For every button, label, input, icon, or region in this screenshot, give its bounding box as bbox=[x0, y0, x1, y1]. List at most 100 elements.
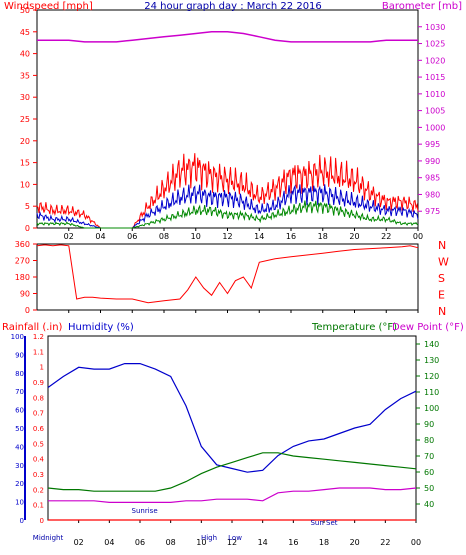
panel3-annotation: Sunrise bbox=[132, 507, 158, 515]
panel3-ytick-hum-label: 90 bbox=[15, 351, 24, 359]
panel3-ytick-hum-label: 60 bbox=[15, 407, 24, 415]
panel3-ylabel-temp: Temperature (°F) bbox=[311, 322, 397, 333]
humidity-temp-panel: 0 0.1 0.2 0.3 0.4 0.5 0.6 0.7 0.8 0.9 1 1.1 1.2 0 10 20… bbox=[11, 333, 440, 547]
panel1-ytick-right-label: 980 bbox=[425, 190, 440, 199]
panel1-ytick-left-label: 15 bbox=[20, 159, 30, 168]
panel3-annotation: Low bbox=[228, 534, 242, 542]
panel2-direction-label: W bbox=[438, 256, 449, 269]
panel1-xtick-label: 02 bbox=[64, 232, 74, 241]
panel3-ytick-rain-label: 0.3 bbox=[33, 471, 44, 479]
panel1-ytick-right-label: 1020 bbox=[425, 56, 445, 65]
panel3-xtick-label: 00 bbox=[411, 538, 421, 547]
panel3-xtick-label: 04 bbox=[104, 538, 114, 547]
panel3-ytick-hum-label: 70 bbox=[15, 388, 24, 396]
panel1-xtick-label: 00 bbox=[413, 232, 423, 241]
panel3-ylabel-dew: Dew Point (°F) bbox=[392, 322, 464, 333]
panel3-ytick-rain-label: 0.1 bbox=[33, 502, 44, 510]
chart-title: 24 hour graph day : March 22 2016 bbox=[144, 1, 322, 12]
panel1-ytick-left-label: 5 bbox=[25, 202, 30, 211]
panel3-series-line bbox=[47, 363, 417, 473]
panel3-ylabel-rain: Rainfall (.in) bbox=[2, 322, 63, 333]
panel2-frame bbox=[36, 243, 419, 311]
panel3-ytick-hum-label: 10 bbox=[15, 499, 24, 507]
panel1-ytick-right-label: 1005 bbox=[425, 107, 445, 116]
panel1-series-line bbox=[36, 200, 419, 229]
panel2-ytick-label: 360 bbox=[15, 240, 30, 249]
panel3-series-line bbox=[48, 487, 417, 503]
panel3-ytick-rain-label: 0.2 bbox=[33, 486, 44, 494]
panel2-direction-label: S bbox=[438, 272, 445, 285]
panel3-ytick-hum-label: 40 bbox=[15, 443, 24, 451]
panel1-xtick-label: 12 bbox=[222, 232, 232, 241]
panel2-ytick-label: 0 bbox=[25, 306, 30, 315]
panel1-ytick-left-label: 25 bbox=[20, 115, 30, 124]
panel1-ytick-right-label: 1015 bbox=[425, 73, 445, 82]
panel3-xtick-label: 08 bbox=[166, 538, 176, 547]
panel3-annotation: High bbox=[201, 534, 217, 542]
panel1-ytick-left-label: 45 bbox=[20, 28, 30, 37]
panel1-ytick-left-label: 0 bbox=[25, 224, 30, 233]
panel2-ytick-label: 90 bbox=[20, 290, 30, 299]
panel1-ytick-left-label: 30 bbox=[20, 93, 30, 102]
panel3-ytick-rain-label: 0 bbox=[40, 517, 44, 525]
panel3-ytick-hum-label: 100 bbox=[11, 333, 24, 341]
panel3-ytick-temp-label: 100 bbox=[424, 404, 439, 413]
panel1-ytick-left-label: 35 bbox=[20, 71, 30, 80]
panel1-xtick-label: 14 bbox=[254, 232, 264, 241]
panel1-xtick-label: 04 bbox=[95, 232, 105, 241]
panel3-xtick-label: 18 bbox=[319, 538, 329, 547]
panel1-ytick-right-label: 995 bbox=[425, 140, 440, 149]
panel1-ytick-right-label: 1000 bbox=[425, 123, 445, 132]
panel3-ytick-rain-label: 1.1 bbox=[33, 348, 44, 356]
panel1-xtick-label: 06 bbox=[127, 232, 137, 241]
panel3-ytick-hum-label: 50 bbox=[15, 425, 24, 433]
panel3-ytick-hum-label: 80 bbox=[15, 370, 24, 378]
panel2-direction-label: E bbox=[438, 289, 445, 302]
wind-baro-panel: 0510152025303540455097598098599099510001… bbox=[20, 6, 446, 241]
panel3-ytick-temp-label: 80 bbox=[424, 436, 434, 445]
panel3-ytick-rain-label: 0.4 bbox=[33, 456, 45, 464]
panel3-ytick-hum-label: 20 bbox=[15, 480, 24, 488]
panel3-annotation: Midnight bbox=[33, 534, 64, 542]
panel3-xtick-label: 22 bbox=[380, 538, 390, 547]
panel3-ytick-temp-label: 140 bbox=[424, 340, 439, 349]
panel3-ytick-temp-label: 50 bbox=[424, 484, 434, 493]
panel1-ytick-left-label: 10 bbox=[20, 180, 30, 189]
panel3-ytick-temp-label: 40 bbox=[424, 500, 434, 509]
panel3-ylabel-hum: Humidity (%) bbox=[68, 322, 134, 333]
panel3-xtick-label: 10 bbox=[196, 538, 206, 547]
panel1-xtick-label: 08 bbox=[159, 232, 169, 241]
panel3-ytick-temp-label: 60 bbox=[424, 468, 434, 477]
panel3-ytick-temp-label: 90 bbox=[424, 420, 434, 429]
panel3-xtick-label: 02 bbox=[74, 538, 84, 547]
panel1-ytick-left-label: 50 bbox=[20, 6, 30, 15]
panel3-xtick-label: 14 bbox=[258, 538, 268, 547]
panel3-frame bbox=[47, 335, 417, 521]
panel3-ytick-rain-label: 1 bbox=[40, 364, 44, 372]
panel1-ylabel-left: Windspeed [mph] bbox=[4, 1, 93, 12]
panel1-xtick-label: 20 bbox=[349, 232, 359, 241]
panel3-ytick-rain-label: 0.7 bbox=[33, 410, 44, 418]
panel3-ytick-temp-label: 120 bbox=[424, 372, 439, 381]
panel1-xtick-label: 10 bbox=[191, 232, 201, 241]
panel3-ytick-rain-label: 0.9 bbox=[33, 379, 44, 387]
panel3-ytick-temp-label: 130 bbox=[424, 356, 439, 365]
panel3-ytick-temp-label: 70 bbox=[424, 452, 434, 461]
panel3-ytick-rain-label: 0.6 bbox=[33, 425, 45, 433]
panel1-ytick-right-label: 1025 bbox=[425, 40, 445, 49]
panel1-series-line bbox=[37, 31, 418, 43]
panel1-ytick-left-label: 20 bbox=[20, 137, 30, 146]
panel3-ytick-rain-label: 0.5 bbox=[33, 440, 44, 448]
panel3-ytick-hum-label: 0 bbox=[20, 517, 24, 525]
panel1-ytick-right-label: 1010 bbox=[425, 90, 445, 99]
panel1-ytick-right-label: 975 bbox=[425, 207, 440, 216]
panel3-ytick-rain-label: 1.2 bbox=[33, 333, 44, 341]
panel3-series-line bbox=[47, 452, 417, 492]
panel2-series-line bbox=[36, 244, 419, 304]
panel3-xtick-label: 20 bbox=[350, 538, 360, 547]
panel2-ytick-label: 270 bbox=[15, 257, 30, 266]
panel3-ytick-hum-label: 30 bbox=[15, 462, 24, 470]
panel1-ytick-right-label: 985 bbox=[425, 174, 440, 183]
panel1-xtick-label: 18 bbox=[318, 232, 328, 241]
